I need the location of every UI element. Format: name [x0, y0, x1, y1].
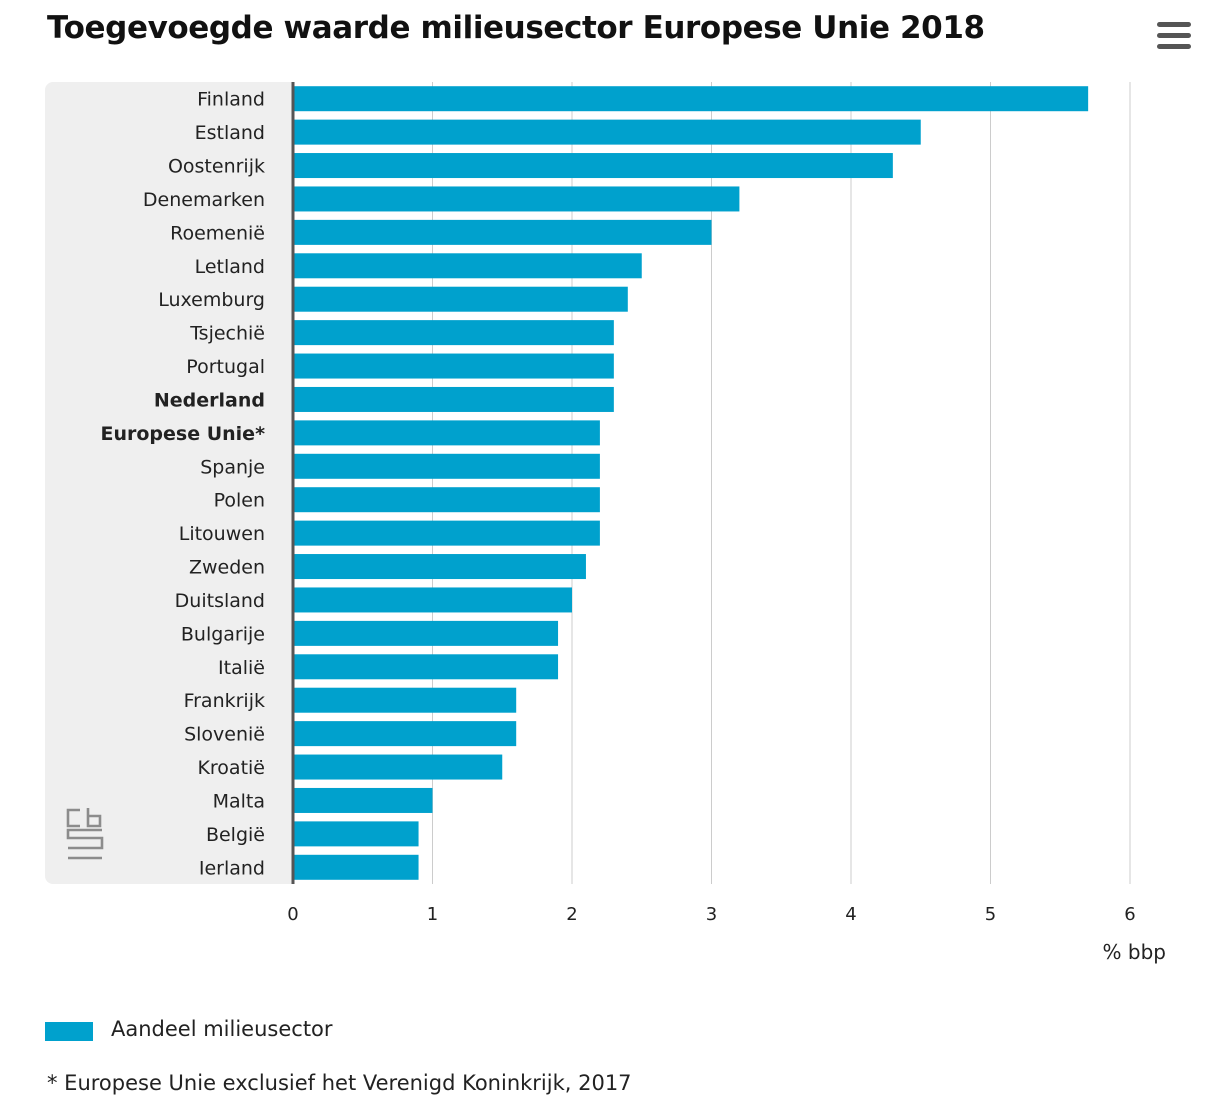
x-tick-label: 5 [985, 904, 996, 925]
category-label-panel [45, 82, 293, 884]
category-label: Europese Unie* [100, 423, 265, 445]
category-label: Malta [213, 790, 265, 812]
bar[interactable] [293, 153, 893, 179]
category-label: Estland [195, 122, 265, 144]
category-label: België [206, 824, 265, 846]
chart-title: Toegevoegde waarde milieusector Europese… [47, 10, 985, 46]
category-label: Ierland [199, 857, 265, 879]
bar[interactable] [293, 687, 517, 713]
bar[interactable] [293, 721, 517, 747]
legend-swatch[interactable] [45, 1022, 93, 1041]
category-label: Nederland [154, 389, 265, 411]
category-label: Finland [197, 89, 265, 111]
category-label: Duitsland [175, 590, 265, 612]
category-label: Zweden [189, 557, 265, 579]
x-tick-label: 3 [706, 904, 717, 925]
bar[interactable] [293, 587, 572, 613]
bar[interactable] [293, 186, 740, 212]
bar[interactable] [293, 253, 642, 279]
bar[interactable] [293, 286, 628, 312]
bar-chart: Finland Estland Oostenrijk Denemarken Roemen… [100, 82, 1166, 964]
bar[interactable] [293, 487, 600, 513]
category-label: Italië [218, 657, 265, 679]
bar[interactable] [293, 854, 419, 880]
bar[interactable] [293, 754, 503, 780]
bar[interactable] [293, 821, 419, 847]
bar[interactable] [293, 453, 600, 479]
category-label: Portugal [186, 356, 265, 378]
bar[interactable] [293, 620, 559, 646]
bar[interactable] [293, 219, 712, 245]
category-label: Slovenië [184, 724, 265, 746]
bar[interactable] [293, 119, 921, 145]
category-label: Kroatië [197, 757, 265, 779]
category-label: Frankrijk [184, 690, 265, 712]
bar[interactable] [293, 420, 600, 446]
category-label: Tsjechië [189, 323, 265, 345]
x-axis-title: % bbp [1103, 940, 1166, 964]
bar[interactable] [293, 787, 433, 813]
category-label: Spanje [200, 456, 265, 478]
x-tick-label: 1 [427, 904, 438, 925]
category-label: Litouwen [179, 523, 265, 545]
legend-label[interactable]: Aandeel milieusector [111, 1017, 333, 1041]
bar[interactable] [293, 554, 586, 580]
bar[interactable] [293, 320, 614, 346]
bar[interactable] [293, 353, 614, 379]
category-label: Polen [214, 490, 265, 512]
x-tick-label: 4 [845, 904, 856, 925]
footnote: * Europese Unie exclusief het Verenigd K… [47, 1071, 632, 1095]
cbs-logo-icon [66, 808, 104, 860]
category-label: Oostenrijk [168, 156, 265, 178]
bar[interactable] [293, 654, 559, 680]
category-label: Luxemburg [158, 289, 265, 311]
category-label: Bulgarije [181, 623, 265, 645]
bar[interactable] [293, 386, 614, 412]
x-tick-label: 0 [287, 904, 298, 925]
category-label: Denemarken [143, 189, 265, 211]
category-label: Roemenië [170, 222, 265, 244]
bar[interactable] [293, 520, 600, 546]
x-tick-label: 2 [566, 904, 577, 925]
category-label: Letland [195, 256, 265, 278]
bar[interactable] [293, 86, 1089, 112]
hamburger-menu-icon[interactable] [1157, 22, 1191, 50]
x-tick-label: 6 [1124, 904, 1135, 925]
